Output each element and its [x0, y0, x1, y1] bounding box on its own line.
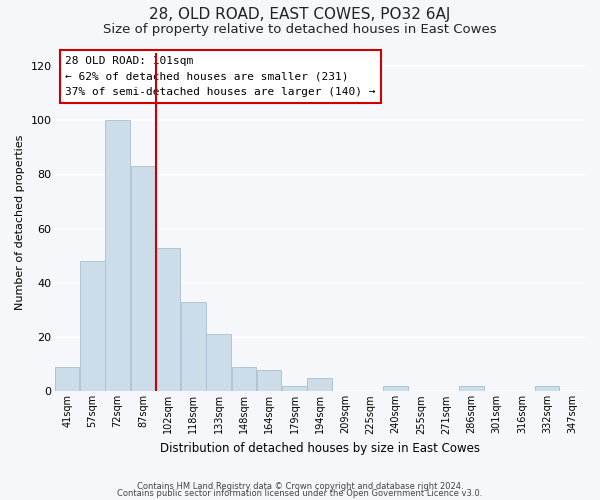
Bar: [257, 370, 281, 392]
Bar: [55, 367, 79, 392]
Text: 28, OLD ROAD, EAST COWES, PO32 6AJ: 28, OLD ROAD, EAST COWES, PO32 6AJ: [149, 8, 451, 22]
Text: Size of property relative to detached houses in East Cowes: Size of property relative to detached ho…: [103, 22, 497, 36]
Bar: [232, 367, 256, 392]
Text: Contains public sector information licensed under the Open Government Licence v3: Contains public sector information licen…: [118, 489, 482, 498]
Text: Contains HM Land Registry data © Crown copyright and database right 2024.: Contains HM Land Registry data © Crown c…: [137, 482, 463, 491]
Text: 28 OLD ROAD: 101sqm
← 62% of detached houses are smaller (231)
37% of semi-detac: 28 OLD ROAD: 101sqm ← 62% of detached ho…: [65, 56, 376, 97]
Bar: [459, 386, 484, 392]
Bar: [156, 248, 181, 392]
Bar: [181, 302, 206, 392]
Bar: [307, 378, 332, 392]
Bar: [383, 386, 408, 392]
Bar: [131, 166, 155, 392]
X-axis label: Distribution of detached houses by size in East Cowes: Distribution of detached houses by size …: [160, 442, 480, 455]
Bar: [106, 120, 130, 392]
Bar: [282, 386, 307, 392]
Bar: [80, 262, 104, 392]
Y-axis label: Number of detached properties: Number of detached properties: [15, 134, 25, 310]
Bar: [206, 334, 231, 392]
Bar: [535, 386, 559, 392]
